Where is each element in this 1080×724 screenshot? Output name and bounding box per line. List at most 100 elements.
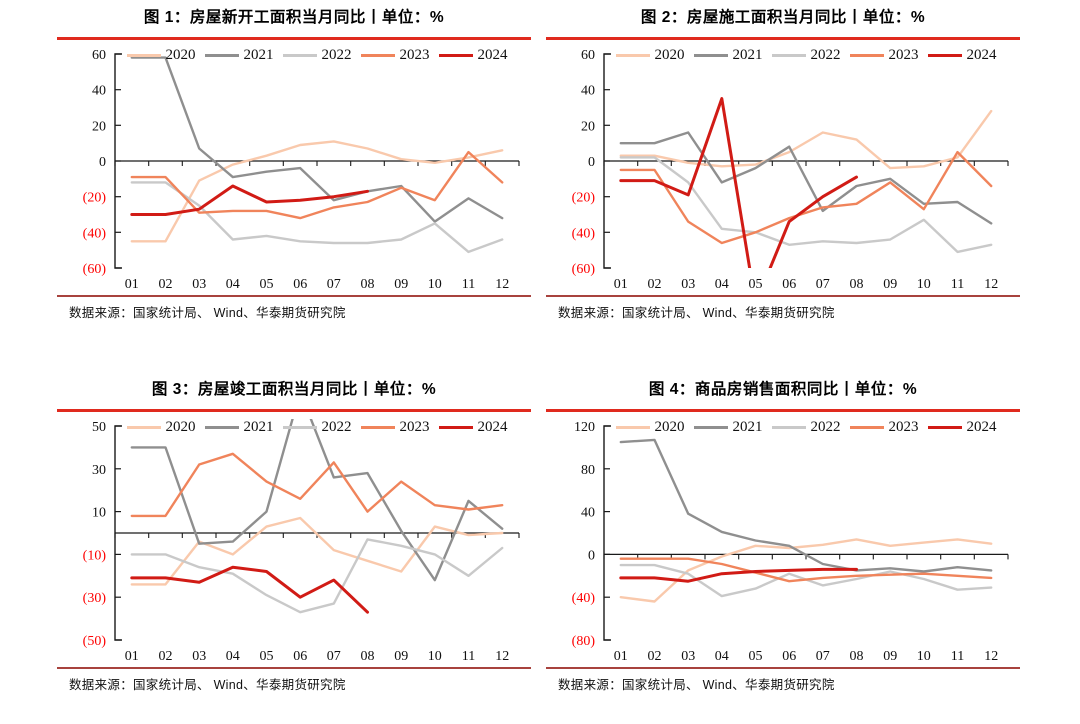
line-chart: 60 40 20 0 (20) (40) (60) 01 02 03 04 05 06 07 08 09 10 1… (83, 48, 520, 292)
y-axis-spine (603, 425, 611, 641)
x-tick-label: 12 (495, 649, 509, 664)
x-tick-label: 02 (648, 649, 662, 664)
x-tick-label: 03 (681, 277, 695, 292)
series-2023 (130, 150, 504, 220)
x-tick-label: 07 (816, 277, 830, 292)
x-tick-label: 01 (614, 277, 628, 292)
y-tick-label: 40 (581, 506, 595, 521)
x-tick-label: 10 (428, 649, 442, 664)
y-tick-label: 120 (574, 420, 595, 435)
x-tick-label: 10 (917, 649, 931, 664)
chart-title: 图 4：商品房销售面积同比丨单位：% (648, 381, 918, 398)
chart-canvas-1: 60 40 20 0 (20) (40) (60) 01 02 03 04 05 06 07 08 09 10 1… (57, 42, 529, 294)
source-rule (57, 667, 531, 669)
x-tick-label: 05 (749, 649, 763, 664)
x-tick-label: 05 (260, 277, 274, 292)
y-tick-label: (10) (83, 548, 107, 563)
x-tick-label: 04 (226, 277, 240, 292)
x-tick-label: 03 (681, 649, 695, 664)
x-tick-label: 03 (192, 277, 206, 292)
x-tick-label: 08 (850, 649, 864, 664)
x-tick-label: 09 (883, 277, 897, 292)
y-tick-label: (40) (572, 591, 596, 606)
source-text: 数据来源：国家统计局、 Wind、华泰期货研究院 (69, 306, 346, 320)
x-tick-label: 07 (816, 649, 830, 664)
chart-canvas-2: 60 40 20 0 (20) (40) (60) 01 02 03 04 05 06 07 08 09 10 1… (546, 42, 1018, 294)
series-2023 (619, 150, 993, 245)
series-2020 (619, 538, 993, 603)
series-2020 (130, 516, 504, 586)
x-tick-label: 03 (192, 649, 206, 664)
y-tick-label: 50 (92, 420, 106, 435)
x-tick-label: 06 (782, 277, 796, 292)
y-tick-label: (20) (83, 191, 107, 206)
y-tick-label: (30) (83, 591, 107, 606)
source-text: 数据来源：国家统计局、 Wind、华泰期货研究院 (558, 306, 835, 320)
x-tick-label: 10 (428, 277, 442, 292)
chart-panel-3: 图 3：房屋竣工面积当月同比丨单位：% 50 30 10 (10) (30) (50) 01… (57, 376, 531, 693)
y-tick-label: (60) (83, 262, 107, 277)
y-tick-label: (20) (572, 191, 596, 206)
x-tick-label: 01 (125, 277, 139, 292)
series-2024 (619, 97, 858, 268)
y-tick-label: (40) (83, 226, 107, 241)
series-2021 (619, 438, 993, 573)
chart-title: 图 3：房屋竣工面积当月同比丨单位：% (151, 381, 437, 398)
x-tick-label: 11 (951, 277, 964, 292)
x-tick-label: 09 (394, 277, 408, 292)
y-tick-label: (40) (572, 226, 596, 241)
y-tick-label: (80) (572, 634, 596, 649)
x-tick-label: 08 (361, 277, 375, 292)
y-tick-label: 0 (588, 548, 595, 563)
x-tick-label: 09 (394, 649, 408, 664)
x-tick-label: 06 (782, 649, 796, 664)
x-tick-label: 11 (951, 649, 964, 664)
source-text: 数据来源：国家统计局、 Wind、华泰期货研究院 (69, 678, 346, 692)
line-chart: 120 80 40 0 (40) (80) 01 02 03 04 05 06 07 08 09 10 11 12 (572, 420, 1009, 664)
x-tick-label: 09 (883, 649, 897, 664)
chart-panel-4: 图 4：商品房销售面积同比丨单位：% 120 80 40 0 (40) (80) 01 02 0… (546, 376, 1020, 693)
x-tick-label: 05 (260, 649, 274, 664)
y-tick-label: 60 (581, 48, 595, 63)
chart-panel-1: 图 1：房屋新开工面积当月同比丨单位：% 60 40 20 0 (20) (40) (60)… (57, 4, 531, 321)
source-rule (57, 295, 531, 297)
x-tick-label: 04 (226, 649, 240, 664)
x-tick-label: 08 (361, 649, 375, 664)
source-rule (546, 667, 1020, 669)
x-tick-label: 08 (850, 277, 864, 292)
series-2024 (130, 565, 369, 614)
series-2023 (130, 452, 504, 518)
chart-title: 图 2：房屋施工面积当月同比丨单位：% (640, 9, 926, 26)
title-rule (57, 409, 531, 412)
x-tick-label: 12 (984, 649, 998, 664)
x-tick-label: 06 (293, 277, 307, 292)
y-tick-label: 0 (588, 155, 595, 170)
chart-title: 图 1：房屋新开工面积当月同比丨单位：% (143, 9, 445, 26)
x-tick-label: 02 (159, 277, 173, 292)
x-tick-label: 11 (462, 277, 475, 292)
y-tick-label: 40 (92, 84, 106, 99)
y-tick-label: (50) (83, 634, 107, 649)
x-tick-label: 12 (984, 277, 998, 292)
y-tick-label: 0 (99, 155, 106, 170)
line-chart: 60 40 20 0 (20) (40) (60) 01 02 03 04 05 06 07 08 09 10 1… (572, 48, 1009, 292)
source-text: 数据来源：国家统计局、 Wind、华泰期货研究院 (558, 678, 835, 692)
x-tick-label: 11 (462, 649, 475, 664)
series-2024 (619, 567, 858, 583)
series-2021 (619, 131, 993, 225)
series-2022 (130, 181, 504, 254)
title-rule (57, 37, 531, 40)
chart-panel-2: 图 2：房屋施工面积当月同比丨单位：% 60 40 20 0 (20) (40) (60) 0… (546, 4, 1020, 321)
series-2022 (130, 538, 504, 614)
x-tick-label: 04 (715, 277, 729, 292)
title-rule (546, 37, 1020, 40)
series-2021 (130, 419, 504, 582)
series-2020 (619, 109, 993, 170)
series-2021 (130, 56, 504, 223)
x-tick-label: 02 (648, 277, 662, 292)
x-tick-label: 07 (327, 277, 341, 292)
series-2024 (130, 184, 369, 216)
x-tick-label: 12 (495, 277, 509, 292)
series-2020 (130, 140, 504, 243)
y-tick-label: 20 (581, 119, 595, 134)
